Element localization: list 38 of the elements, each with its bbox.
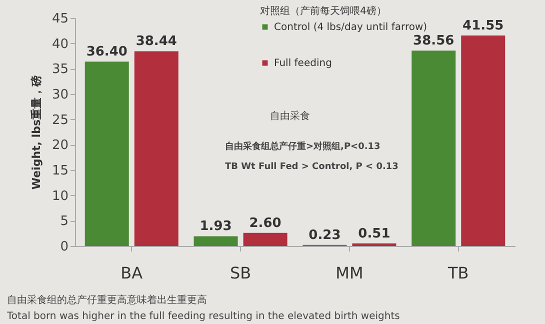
bar [461, 35, 506, 246]
data-label: 0.51 [358, 226, 390, 242]
y-tick-label: 30 [52, 88, 68, 102]
data-label: 1.93 [200, 219, 232, 234]
x-tick-label: TB [446, 264, 469, 282]
data-label: 41.55 [462, 18, 504, 34]
bar [243, 232, 288, 246]
y-tick-label: 0 [60, 240, 68, 254]
y-tick-label: 35 [52, 62, 68, 78]
bar [194, 236, 238, 246]
annotation: 自由采食 [270, 110, 310, 122]
bar [134, 51, 178, 246]
y-tick-label: 40 [52, 36, 68, 52]
y-tick-label: 5 [60, 214, 68, 230]
data-label: 36.40 [86, 44, 128, 60]
bar [84, 62, 129, 246]
legend-label: Control (4 lbs/day until farrow) [274, 22, 428, 33]
data-label: 2.60 [249, 216, 282, 231]
data-label: 38.44 [136, 34, 177, 50]
legend-title: 对照组（产前每天饲喂4磅） [260, 5, 386, 17]
bar [412, 50, 456, 246]
y-axis-title: Weight, lbs重量，磅 [30, 75, 43, 190]
text: 自由采食组的总产仔重更高意味着出生重更高 [7, 294, 207, 306]
bar [352, 243, 396, 246]
x-tick-label: SB [230, 264, 252, 282]
data-label: 38.56 [413, 34, 454, 49]
annotation: 自由采食组总产仔重>对照组,P<0.13 [225, 141, 380, 152]
legend-label: Full feeding [274, 58, 332, 69]
y-tick-label: 45 [52, 12, 68, 26]
annotation: TB Wt Full Fed > Control, P < 0.13 [225, 162, 398, 172]
x-tick-label: MM [336, 264, 364, 282]
text: Total born was higher in the full feeding resulting in the elevated birth weights [6, 311, 400, 322]
y-tick-label: 15 [52, 164, 68, 178]
x-tick-label: BA [120, 264, 143, 282]
data-label: 0.23 [308, 228, 341, 243]
y-tick-label: 10 [52, 188, 68, 204]
y-tick-label: 25 [52, 112, 68, 128]
y-tick-label: 20 [52, 138, 68, 154]
